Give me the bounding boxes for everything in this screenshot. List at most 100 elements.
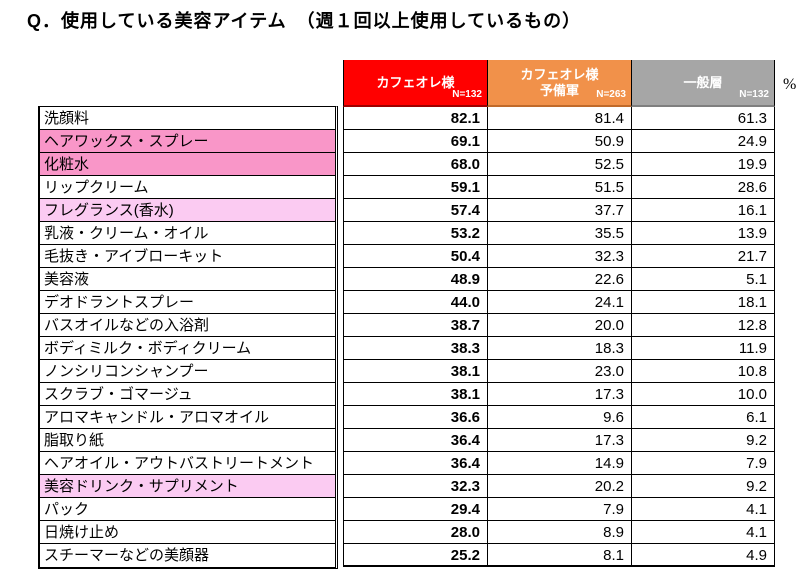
item-value-row: 32.3 20.2 9.2 <box>343 475 777 498</box>
header-cafeole-yobigun: カフェオレ様 予備軍 N=263 <box>487 60 631 107</box>
value-cell-col2: 35.5 <box>487 222 631 245</box>
value-cell-col1: 44.0 <box>343 291 487 314</box>
table-body: 82.1 81.4 61.3 69.1 50.9 24.9 68.0 52.5 19.9 59.1… <box>343 107 777 567</box>
percent-unit-label: % <box>783 76 797 93</box>
header-cafeole-yobigun-n: N=263 <box>596 89 626 100</box>
item-value-row: 53.2 35.5 13.9 <box>343 222 777 245</box>
value-cell-col1: 59.1 <box>343 176 487 199</box>
value-cell-col1: 38.1 <box>343 383 487 406</box>
value-cell-col2: 14.9 <box>487 452 631 475</box>
value-cell-col2: 17.3 <box>487 383 631 406</box>
value-cell-col2: 50.9 <box>487 130 631 153</box>
item-value-row: 36.4 14.9 7.9 <box>343 452 777 475</box>
item-value-row: 69.1 50.9 24.9 <box>343 130 777 153</box>
value-cell-col3: 7.9 <box>631 452 775 475</box>
value-cell-col3: 10.0 <box>631 383 775 406</box>
value-cell-col3: 9.2 <box>631 429 775 452</box>
item-value-row: 25.2 8.1 4.9 <box>343 544 777 567</box>
item-value-row: 38.1 23.0 10.8 <box>343 360 777 383</box>
value-cell-col1: 48.9 <box>343 268 487 291</box>
item-label-row: 洗顔料 <box>40 107 335 130</box>
header-cafeole-yobigun-sub: 予備軍 <box>539 82 579 98</box>
value-cell-col3: 5.1 <box>631 268 775 291</box>
item-value-row: 44.0 24.1 18.1 <box>343 291 777 314</box>
item-label-row: ノンシリコンシャンプー <box>40 360 335 383</box>
item-label-row: 日焼け止め <box>40 521 335 544</box>
item-label-row: ヘアワックス・スプレー <box>40 130 335 153</box>
value-cell-col3: 13.9 <box>631 222 775 245</box>
value-cell-col2: 8.9 <box>487 521 631 544</box>
item-label-row: ヘアオイル・アウトバストリートメント <box>40 452 335 475</box>
header-ippan-label: 一般層 <box>683 74 723 90</box>
value-cell-col3: 61.3 <box>631 107 775 130</box>
value-cell-col1: 38.1 <box>343 360 487 383</box>
item-label-row: 美容ドリンク・サプリメント <box>40 475 335 498</box>
header-cafeole: カフェオレ様 N=132 <box>343 60 487 107</box>
item-label-row: 脂取り紙 <box>40 429 335 452</box>
value-cell-col2: 17.3 <box>487 429 631 452</box>
value-cell-col1: 38.3 <box>343 337 487 360</box>
header-cafeole-label: カフェオレ様 <box>376 74 455 90</box>
item-label-row: バスオイルなどの入浴剤 <box>40 314 335 337</box>
item-label-row: スチーマーなどの美顔器 <box>40 544 335 567</box>
value-cell-col2: 51.5 <box>487 176 631 199</box>
item-value-row: 59.1 51.5 28.6 <box>343 176 777 199</box>
item-value-row: 38.3 18.3 11.9 <box>343 337 777 360</box>
value-cell-col2: 52.5 <box>487 153 631 176</box>
value-cell-col1: 50.4 <box>343 245 487 268</box>
value-cell-col3: 9.2 <box>631 475 775 498</box>
value-cell-col2: 32.3 <box>487 245 631 268</box>
value-cell-col2: 22.6 <box>487 268 631 291</box>
item-label-row: デオドラントスプレー <box>40 291 335 314</box>
value-cell-col2: 7.9 <box>487 498 631 521</box>
value-cell-col1: 38.7 <box>343 314 487 337</box>
value-cell-col2: 23.0 <box>487 360 631 383</box>
item-label-row: ボディミルク・ボディクリーム <box>40 337 335 360</box>
value-cell-col2: 20.0 <box>487 314 631 337</box>
item-label-column: 洗顔料 ヘアワックス・スプレー 化粧水 リップクリーム フレグランス(香水) 乳液・クリー… <box>38 106 338 569</box>
item-label-row: パック <box>40 498 335 521</box>
item-value-row: 57.4 37.7 16.1 <box>343 199 777 222</box>
value-cell-col3: 4.9 <box>631 544 775 567</box>
value-cell-col3: 19.9 <box>631 153 775 176</box>
value-cell-col1: 53.2 <box>343 222 487 245</box>
item-value-row: 38.1 17.3 10.0 <box>343 383 777 406</box>
item-label-row: アロマキャンドル・アロマオイル <box>40 406 335 429</box>
item-value-row: 38.7 20.0 12.8 <box>343 314 777 337</box>
value-cell-col3: 11.9 <box>631 337 775 360</box>
value-cell-col3: 16.1 <box>631 199 775 222</box>
item-value-row: 36.4 17.3 9.2 <box>343 429 777 452</box>
item-value-row: 28.0 8.9 4.1 <box>343 521 777 544</box>
value-cell-col1: 57.4 <box>343 199 487 222</box>
header-cafeole-n: N=132 <box>452 89 482 100</box>
item-label-row: スクラブ・ゴマージュ <box>40 383 335 406</box>
item-value-row: 29.4 7.9 4.1 <box>343 498 777 521</box>
item-value-row: 48.9 22.6 5.1 <box>343 268 777 291</box>
item-label-row: リップクリーム <box>40 176 335 199</box>
value-cell-col1: 36.6 <box>343 406 487 429</box>
value-cell-col2: 24.1 <box>487 291 631 314</box>
value-cell-col3: 24.9 <box>631 130 775 153</box>
value-cell-col3: 4.1 <box>631 498 775 521</box>
item-label-row: 美容液 <box>40 268 335 291</box>
value-cell-col1: 32.3 <box>343 475 487 498</box>
value-cell-col2: 18.3 <box>487 337 631 360</box>
page-title: Q．使用している美容アイテム （週１回以上使用しているもの） <box>27 11 582 31</box>
table-header-row: カフェオレ様 N=132 カフェオレ様 予備軍 N=263 一般層 N=132 <box>343 60 777 107</box>
value-cell-col2: 20.2 <box>487 475 631 498</box>
value-cell-col3: 6.1 <box>631 406 775 429</box>
header-ippan: 一般層 N=132 <box>631 60 775 107</box>
item-label-row: 毛抜き・アイブローキット <box>40 245 335 268</box>
value-cell-col2: 9.6 <box>487 406 631 429</box>
value-cell-col3: 18.1 <box>631 291 775 314</box>
item-label-row: 化粧水 <box>40 153 335 176</box>
value-cell-col2: 8.1 <box>487 544 631 567</box>
value-cell-col1: 36.4 <box>343 452 487 475</box>
value-cell-col1: 82.1 <box>343 107 487 130</box>
values-table: カフェオレ様 N=132 カフェオレ様 予備軍 N=263 一般層 N=132 … <box>343 60 777 567</box>
item-value-row: 82.1 81.4 61.3 <box>343 107 777 130</box>
header-ippan-n: N=132 <box>739 89 769 100</box>
value-cell-col3: 12.8 <box>631 314 775 337</box>
value-cell-col1: 68.0 <box>343 153 487 176</box>
